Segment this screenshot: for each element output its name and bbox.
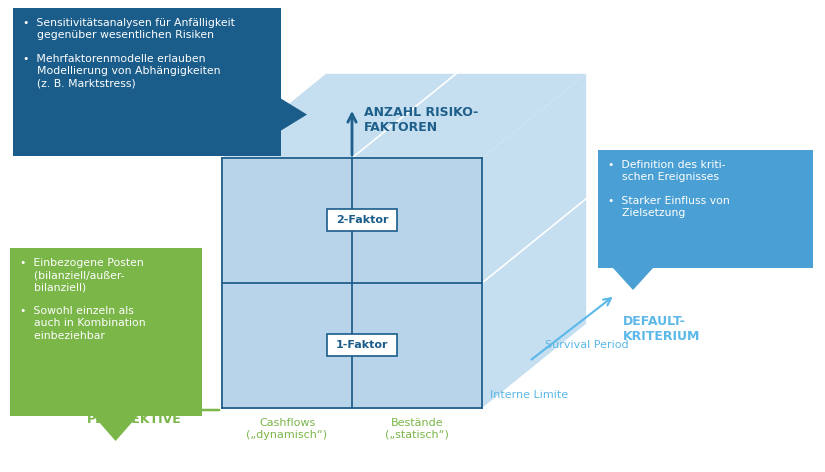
Text: schen Ereignisses: schen Ereignisses — [608, 172, 719, 182]
Text: Modellierung von Abhängigkeiten: Modellierung von Abhängigkeiten — [23, 67, 220, 76]
Polygon shape — [93, 416, 138, 441]
Text: Survival Period: Survival Period — [545, 340, 629, 350]
Text: DEFAULT-
KRITERIUM: DEFAULT- KRITERIUM — [623, 315, 700, 343]
Text: ANZAHL RISIKO-
FAKTOREN: ANZAHL RISIKO- FAKTOREN — [364, 106, 478, 134]
Polygon shape — [613, 268, 653, 290]
Polygon shape — [482, 73, 587, 408]
FancyBboxPatch shape — [327, 334, 397, 356]
FancyBboxPatch shape — [327, 209, 397, 231]
Text: PERSPEKTIVE: PERSPEKTIVE — [87, 413, 182, 426]
Text: bilanziell): bilanziell) — [20, 282, 87, 292]
Text: 2-Faktor: 2-Faktor — [336, 215, 389, 225]
Text: (bilanziell/außer-: (bilanziell/außer- — [20, 270, 125, 280]
Bar — [222, 158, 352, 283]
Polygon shape — [222, 73, 587, 158]
Text: Zielsetzung: Zielsetzung — [608, 208, 686, 219]
Text: Cashflows
(„dynamisch“): Cashflows („dynamisch“) — [247, 418, 328, 439]
FancyBboxPatch shape — [10, 248, 202, 416]
Text: Bestände
(„statisch“): Bestände („statisch“) — [385, 418, 449, 439]
Bar — [352, 283, 482, 408]
Text: •  Mehrfaktorenmodelle erlauben: • Mehrfaktorenmodelle erlauben — [23, 54, 205, 64]
Text: (z. B. Marktstress): (z. B. Marktstress) — [23, 78, 136, 88]
Bar — [222, 283, 352, 408]
Text: 1-Faktor: 1-Faktor — [336, 340, 389, 350]
Text: •  Starker Einfluss von: • Starker Einfluss von — [608, 196, 730, 206]
Text: einbeziehbar: einbeziehbar — [20, 330, 105, 340]
Text: auch in Kombination: auch in Kombination — [20, 319, 146, 329]
Polygon shape — [281, 99, 307, 131]
FancyBboxPatch shape — [13, 8, 281, 156]
Text: •  Einbezogene Posten: • Einbezogene Posten — [20, 258, 144, 268]
FancyBboxPatch shape — [598, 150, 813, 268]
Text: •  Sowohl einzeln als: • Sowohl einzeln als — [20, 306, 134, 316]
Text: gegenüber wesentlichen Risiken: gegenüber wesentlichen Risiken — [23, 30, 214, 40]
Text: •  Sensitivitätsanalysen für Anfälligkeit: • Sensitivitätsanalysen für Anfälligkeit — [23, 18, 235, 28]
Text: •  Definition des kriti-: • Definition des kriti- — [608, 160, 725, 170]
Text: Interne Limite: Interne Limite — [490, 390, 568, 400]
Bar — [352, 158, 482, 283]
